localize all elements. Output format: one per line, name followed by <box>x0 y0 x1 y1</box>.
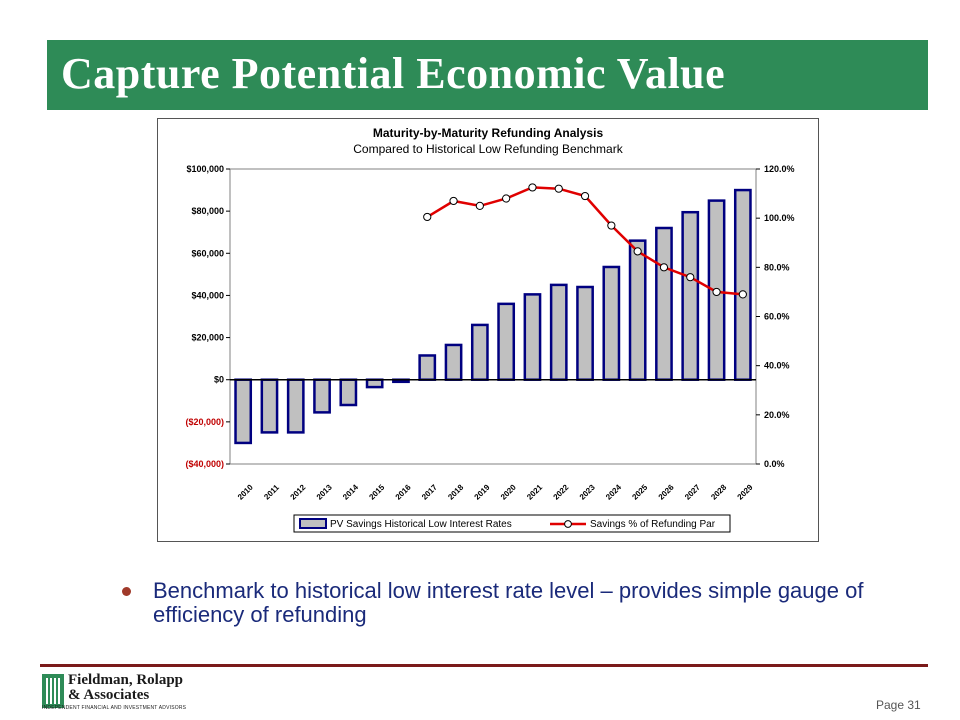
x-tick-label: 2017 <box>420 482 439 501</box>
y-right-tick-label: 20.0% <box>764 410 790 420</box>
slide-title: Capture Potential Economic Value <box>61 49 726 98</box>
chart-title: Maturity-by-Maturity Refunding Analysis <box>373 126 604 140</box>
bar <box>260 378 279 434</box>
bar <box>313 378 331 414</box>
x-tick-label: 2022 <box>552 482 571 501</box>
x-tick-label: 2014 <box>341 482 360 501</box>
bullet-text: Benchmark to historical low interest rat… <box>153 578 864 627</box>
y-left-tick-label: ($20,000) <box>185 417 224 427</box>
x-tick-label: 2013 <box>315 482 334 501</box>
line-point <box>423 212 432 222</box>
logo-line1: Fieldman, Rolapp <box>68 672 184 688</box>
y-right-tick-label: 80.0% <box>764 262 790 272</box>
bullet-dot-icon <box>122 587 131 596</box>
logo-tagline: INDEPENDENT FINANCIAL AND INVESTMENT ADV… <box>42 705 187 711</box>
refunding-chart: Maturity-by-Maturity Refunding Analysis C… <box>185 126 795 533</box>
legend-bar-label: PV Savings Historical Low Interest Rates <box>330 519 512 530</box>
y-left-tick-label: $60,000 <box>191 248 224 258</box>
chart-frame: Maturity-by-Maturity Refunding Analysis C… <box>157 118 819 542</box>
x-tick-label: 2011 <box>262 483 281 502</box>
line-point <box>738 290 747 299</box>
x-tick-label: 2024 <box>604 482 623 501</box>
bar <box>523 293 542 381</box>
chart-subtitle: Compared to Historical Low Refunding Ben… <box>353 142 623 156</box>
logo-mark-icon <box>42 674 64 708</box>
y-left-tick-label: ($40,000) <box>185 459 224 469</box>
line-point <box>475 201 484 210</box>
legend-bar-swatch <box>299 518 327 529</box>
bar <box>365 378 384 389</box>
y-left-tick-label: $20,000 <box>191 333 224 343</box>
bar <box>444 343 463 381</box>
bar <box>628 239 647 381</box>
bar <box>733 188 752 381</box>
line-point <box>712 287 721 297</box>
x-tick-label: 2020 <box>499 482 518 501</box>
line-point <box>659 263 669 272</box>
x-tick-label: 2015 <box>367 482 386 501</box>
x-tick-label: 2018 <box>446 482 465 501</box>
bar <box>497 302 516 381</box>
bar <box>234 378 253 445</box>
line-point <box>528 183 537 192</box>
plot-area <box>229 168 757 465</box>
bar <box>286 378 305 434</box>
line-point <box>502 194 511 203</box>
y-left-tick-label: $80,000 <box>191 206 224 216</box>
legend-box <box>293 514 731 533</box>
y-right-tick-label: 0.0% <box>764 459 785 469</box>
x-tick-label: 2019 <box>473 482 492 501</box>
line-point <box>686 273 695 282</box>
x-tick-label: 2028 <box>709 482 728 501</box>
bar <box>470 323 489 381</box>
y-left-tick-label: $0 <box>214 375 224 385</box>
legend-line-marker <box>564 520 572 528</box>
y-left-tick-label: $100,000 <box>186 164 224 174</box>
bar <box>576 285 594 381</box>
y-right-tick-label: 60.0% <box>764 312 790 322</box>
bar <box>655 226 673 381</box>
title-bar: Capture Potential Economic Value <box>47 40 928 110</box>
line-point <box>449 196 458 206</box>
x-tick-label: 2023 <box>578 482 597 501</box>
x-tick-label: 2027 <box>683 482 702 501</box>
y-left-tick-label: $40,000 <box>191 290 224 300</box>
line-point <box>633 247 642 256</box>
y-right-tick-label: 40.0% <box>764 361 790 371</box>
legend-line-label: Savings % of Refunding Par <box>590 519 716 530</box>
bar <box>339 378 358 407</box>
bar <box>681 210 700 381</box>
company-logo: Fieldman, Rolapp & Associates INDEPENDEN… <box>42 672 222 712</box>
x-tick-label: 2016 <box>394 482 413 501</box>
y-right-tick-label: 120.0% <box>764 164 795 174</box>
x-tick-label: 2026 <box>657 482 676 501</box>
x-tick-label: 2025 <box>630 482 649 501</box>
bar <box>549 283 568 381</box>
line-point <box>554 184 563 193</box>
page-number: Page 31 <box>876 698 921 712</box>
x-tick-label: 2029 <box>736 482 755 501</box>
bar <box>418 354 437 381</box>
line-point <box>580 191 590 201</box>
y-right-tick-label: 100.0% <box>764 213 795 223</box>
bar <box>602 265 621 381</box>
logo-line2: & Associates <box>68 687 150 703</box>
x-tick-label: 2012 <box>289 482 308 501</box>
footer-divider <box>40 664 928 667</box>
line-point <box>607 221 616 230</box>
x-tick-label: 2010 <box>236 482 255 501</box>
x-tick-label: 2021 <box>525 482 544 501</box>
